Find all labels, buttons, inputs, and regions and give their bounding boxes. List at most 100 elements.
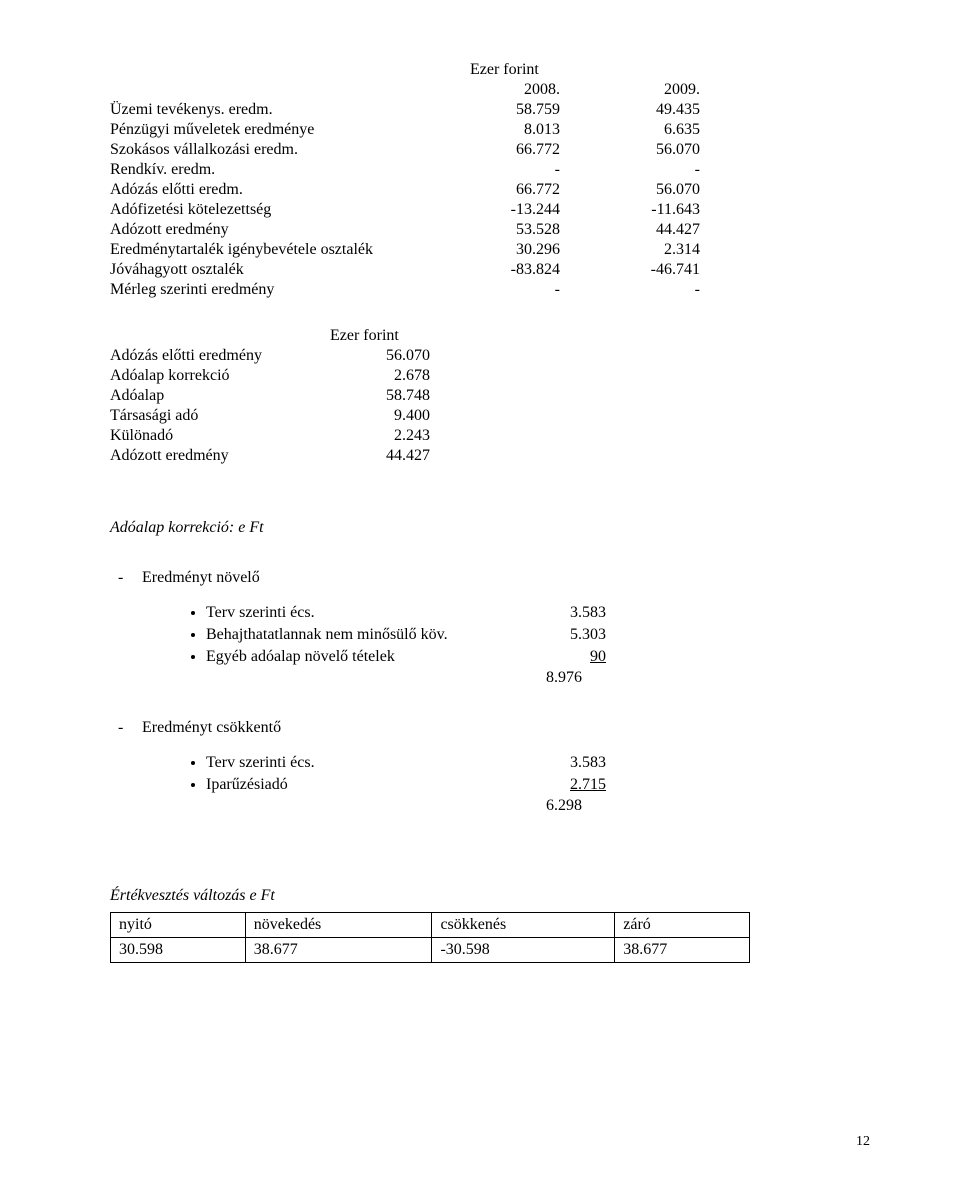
t1-row-a: 58.759 (430, 100, 600, 120)
section-ertekvesztes: Értékvesztés változás e Ft (110, 886, 850, 906)
bullet-text: Terv szerinti écs. (206, 753, 526, 773)
t1-row-label: Adófizetési kötelezettség (110, 200, 430, 220)
t2-row-label: Társasági adó (110, 406, 330, 426)
bullet-item: Iparűzésiadó2.715 (206, 774, 850, 796)
t1-row: Rendkív. eredm.-- (110, 160, 850, 180)
t1-row: Adózott eredmény53.52844.427 (110, 220, 850, 240)
bullet-item: Egyéb adóalap növelő tételek90 (206, 646, 850, 668)
t1-row-label: Szokásos vállalkozási eredm. (110, 140, 430, 160)
t2-row: Adóalap58.748 (110, 386, 850, 406)
t1-row: Üzemi tevékenys. eredm.58.75949.435 (110, 100, 850, 120)
t1-row-a: 66.772 (430, 140, 600, 160)
novelo-section: Eredményt növelő Terv szerinti écs.3.583… (118, 568, 850, 688)
t1-row-b: 2.314 (600, 240, 700, 260)
ev-td: 38.677 (615, 938, 750, 963)
bullet-item: Terv szerinti écs.3.583 (206, 602, 850, 624)
bullet-value: 3.583 (526, 753, 606, 773)
t2-row-label: Adóalap korrekció (110, 366, 330, 386)
t2-row: Adózás előtti eredmény56.070 (110, 346, 850, 366)
ev-th: záró (615, 913, 750, 938)
ev-th: növekedés (245, 913, 432, 938)
t1-empty (110, 60, 430, 80)
t2-row-label: Adóalap (110, 386, 330, 406)
t1-row: Adózás előtti eredm.66.77256.070 (110, 180, 850, 200)
t2-row-value: 58.748 (330, 386, 430, 406)
t2-header: Ezer forint (110, 326, 850, 346)
t1-row-b: 56.070 (600, 180, 700, 200)
t1-row-a: 30.296 (430, 240, 600, 260)
t1-row-a: -83.824 (430, 260, 600, 280)
t2-row: Adóalap korrekció2.678 (110, 366, 850, 386)
bullet-total: 8.976 (182, 668, 850, 688)
t2-body: Adózás előtti eredmény56.070Adóalap korr… (110, 346, 850, 466)
bullet-total-value: 6.298 (502, 796, 582, 816)
bullet-value: 2.715 (526, 775, 606, 795)
t1-row: Szokásos vállalkozási eredm.66.77256.070 (110, 140, 850, 160)
inc-dec-list: Eredményt növelő Terv szerinti écs.3.583… (110, 568, 850, 816)
bullet-value: 90 (526, 647, 606, 667)
t1-row-label: Pénzügyi műveletek eredménye (110, 120, 430, 140)
t1-row-label: Rendkív. eredm. (110, 160, 430, 180)
t1-row-label: Üzemi tevékenys. eredm. (110, 100, 430, 120)
bullet-total-value: 8.976 (502, 668, 582, 688)
novelo-items: Terv szerinti écs.3.583Behajthatatlannak… (142, 602, 850, 668)
t2-row-value: 2.243 (330, 426, 430, 446)
t1-row-a: 8.013 (430, 120, 600, 140)
t1-row-b: 6.635 (600, 120, 700, 140)
t1-row-label: Adózott eredmény (110, 220, 430, 240)
t1-unit: Ezer forint (430, 60, 640, 80)
bullet-total: 6.298 (182, 796, 850, 816)
t2-row: Különadó2.243 (110, 426, 850, 446)
t1-row-label: Eredménytartalék igénybevétele osztalék (110, 240, 430, 260)
bullet-text: Egyéb adóalap növelő tételek (206, 647, 526, 667)
ev-th: csökkenés (432, 913, 615, 938)
t2-row-value: 56.070 (330, 346, 430, 366)
bullet-text: Iparűzésiadó (206, 775, 526, 795)
t2-row: Társasági adó9.400 (110, 406, 850, 426)
ev-td: -30.598 (432, 938, 615, 963)
bullet-text: Behajthatatlannak nem minősülő köv. (206, 625, 526, 645)
t1-row-b: 44.427 (600, 220, 700, 240)
t1-body: Üzemi tevékenys. eredm.58.75949.435Pénzü… (110, 100, 850, 300)
t2-row-label: Adózás előtti eredmény (110, 346, 330, 366)
page-number: 12 (856, 1133, 870, 1151)
t1-row-a: - (430, 280, 600, 300)
t1-row-a: -13.244 (430, 200, 600, 220)
t1-empty2 (640, 60, 740, 80)
t1-row: Jóváhagyott osztalék-83.824-46.741 (110, 260, 850, 280)
t1-row-label: Mérleg szerinti eredmény (110, 280, 430, 300)
t1-row-b: - (600, 280, 700, 300)
t1-row-b: - (600, 160, 700, 180)
novelo-title: Eredményt növelő (142, 569, 260, 586)
ev-table: nyitónövekedéscsökkenészáró 30.59838.677… (110, 912, 750, 963)
t1-row-label: Adózás előtti eredm. (110, 180, 430, 200)
t1-years: 2008. 2009. (110, 80, 850, 100)
t2-row-label: Különadó (110, 426, 330, 446)
t1-row-b: -46.741 (600, 260, 700, 280)
t1-col-a-header: 2008. (430, 80, 600, 100)
csokkento-title: Eredményt csökkentő (142, 719, 281, 736)
t1-row-b: -11.643 (600, 200, 700, 220)
t2-row: Adózott eredmény44.427 (110, 446, 850, 466)
bullet-text: Terv szerinti écs. (206, 603, 526, 623)
ev-td: 30.598 (111, 938, 246, 963)
t1-row: Adófizetési kötelezettség-13.244-11.643 (110, 200, 850, 220)
bullet-item: Behajthatatlannak nem minősülő köv.5.303 (206, 624, 850, 646)
t1-col-b-header: 2009. (600, 80, 700, 100)
t1-row-b: 49.435 (600, 100, 700, 120)
ev-table-header-row: nyitónövekedéscsökkenészáró (111, 913, 750, 938)
t1-row-a: 53.528 (430, 220, 600, 240)
section-korrekcio: Adóalap korrekció: e Ft (110, 518, 850, 538)
t1-row-b: 56.070 (600, 140, 700, 160)
ev-th: nyitó (111, 913, 246, 938)
t1-header: Ezer forint (110, 60, 850, 80)
t1-row: Pénzügyi műveletek eredménye8.0136.635 (110, 120, 850, 140)
t2-row-value: 2.678 (330, 366, 430, 386)
csokkento-items: Terv szerinti écs.3.583Iparűzésiadó2.715 (142, 752, 850, 796)
bullet-value: 3.583 (526, 603, 606, 623)
bullet-item: Terv szerinti écs.3.583 (206, 752, 850, 774)
ev-table-data-row: 30.59838.677-30.59838.677 (111, 938, 750, 963)
t2-row-value: 44.427 (330, 446, 430, 466)
ev-td: 38.677 (245, 938, 432, 963)
t1-row: Eredménytartalék igénybevétele osztalék3… (110, 240, 850, 260)
